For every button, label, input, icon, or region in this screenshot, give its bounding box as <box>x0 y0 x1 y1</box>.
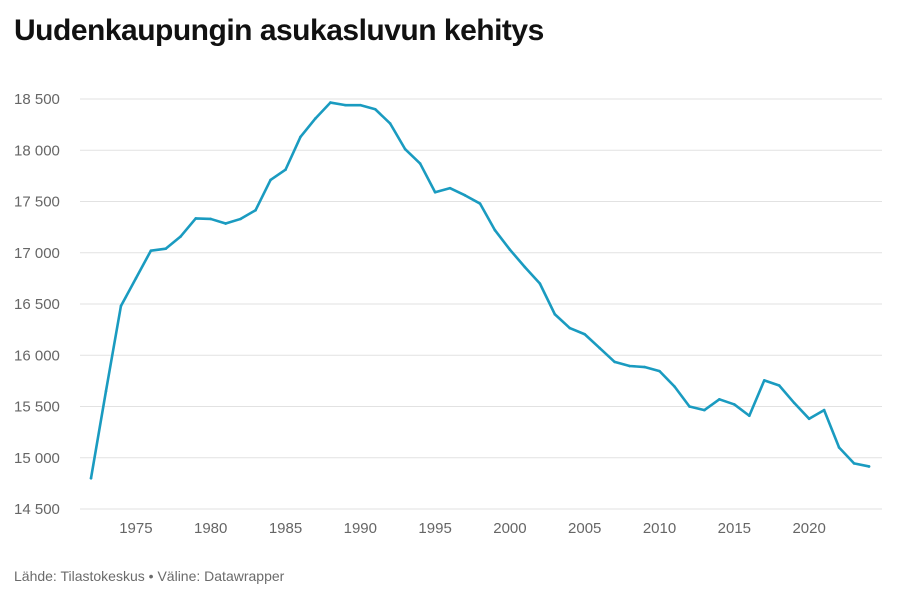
x-tick-label: 1990 <box>344 520 377 537</box>
data-point <box>598 346 601 350</box>
y-tick-label: 16 500 <box>14 296 60 313</box>
data-point <box>329 101 332 104</box>
x-tick-label: 2000 <box>493 520 526 537</box>
data-point <box>224 222 227 225</box>
series-line <box>89 101 871 480</box>
chart-footer: Lähde: Tilastokeskus • Väline: Datawrapp… <box>14 568 284 584</box>
data-point <box>314 117 317 120</box>
data-point <box>807 417 811 421</box>
data-point <box>104 389 108 393</box>
data-point <box>388 122 392 125</box>
data-point <box>852 462 856 465</box>
y-tick-label: 18 500 <box>14 91 60 108</box>
data-point <box>583 332 587 336</box>
x-tick-label: 2015 <box>718 520 751 537</box>
x-tick-label: 2010 <box>643 520 676 537</box>
data-point <box>493 228 497 232</box>
data-point <box>299 135 302 139</box>
data-point <box>179 235 183 238</box>
series-layer <box>89 101 871 480</box>
x-tick-label: 2005 <box>568 520 601 537</box>
footer-separator: • <box>148 568 154 584</box>
data-point <box>762 379 766 382</box>
data-point <box>792 401 796 405</box>
data-point <box>433 190 437 194</box>
data-point <box>628 364 631 368</box>
y-axis-tick-labels: 14 500 15 000 15 500 16 000 16 500 17 000 17 5… <box>14 91 60 518</box>
data-point <box>688 405 691 408</box>
y-tick-label: 16 000 <box>14 347 60 364</box>
data-point <box>733 403 736 406</box>
source-label: Lähde: <box>14 568 57 584</box>
data-point <box>448 186 452 190</box>
data-point <box>718 398 721 401</box>
x-tick-label: 1985 <box>269 520 302 537</box>
data-point <box>373 107 377 111</box>
data-point <box>239 217 242 221</box>
data-point <box>209 217 212 221</box>
data-point <box>149 249 153 252</box>
chart-title: Uudenkaupungin asukasluvun kehitys <box>14 14 544 47</box>
data-point <box>643 365 646 369</box>
data-point <box>344 103 347 107</box>
data-point <box>478 202 482 205</box>
y-tick-label: 15 000 <box>14 450 60 467</box>
data-point <box>463 194 467 197</box>
data-point <box>748 414 751 418</box>
data-point <box>867 465 871 468</box>
data-point <box>164 247 168 250</box>
data-point <box>508 248 512 251</box>
data-point <box>538 282 542 285</box>
x-tick-label: 1995 <box>418 520 451 537</box>
gridlines <box>80 98 882 510</box>
data-point <box>523 265 527 269</box>
data-point <box>822 408 826 412</box>
data-point <box>359 103 362 107</box>
y-tick-label: 17 500 <box>14 194 60 211</box>
data-point <box>89 476 93 480</box>
data-point <box>418 162 422 165</box>
data-point <box>658 369 661 373</box>
data-point <box>403 147 407 151</box>
data-point <box>568 326 572 330</box>
x-tick-label: 2020 <box>792 520 825 537</box>
data-point <box>119 304 123 308</box>
y-tick-label: 15 500 <box>14 399 60 416</box>
data-point <box>553 312 557 316</box>
x-axis-tick-labels: 1975 1980 1985 1990 1995 2000 2005 2010 2015 2020 <box>119 520 826 537</box>
tool-name: Datawrapper <box>204 568 285 584</box>
data-point <box>254 208 257 212</box>
data-point <box>194 217 198 220</box>
data-point <box>613 360 616 364</box>
data-point <box>837 446 841 449</box>
data-point <box>703 408 706 412</box>
source-name: Tilastokeskus <box>60 568 145 584</box>
y-tick-label: 18 000 <box>14 142 60 159</box>
data-point <box>673 385 676 388</box>
data-point <box>284 168 287 172</box>
tool-label: Väline: <box>157 568 201 584</box>
y-tick-label: 14 500 <box>14 501 60 518</box>
data-point <box>777 384 781 387</box>
y-tick-label: 17 000 <box>14 245 60 262</box>
data-point <box>134 277 138 280</box>
x-tick-label: 1975 <box>119 520 152 537</box>
x-tick-label: 1980 <box>194 520 227 537</box>
data-point <box>269 178 272 182</box>
